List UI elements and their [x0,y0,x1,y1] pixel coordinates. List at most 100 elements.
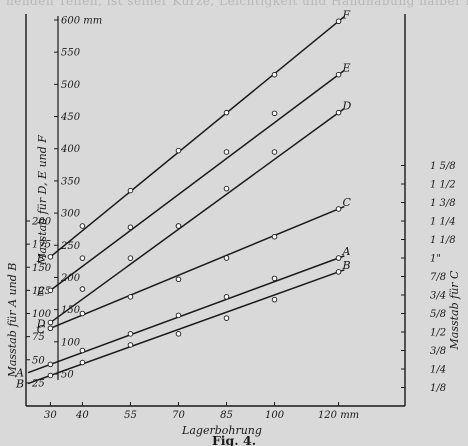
left-outer-tick-label: 25 [31,378,45,389]
left-inner-tick-label: 500 [61,80,81,91]
data-point-A [175,312,182,319]
series-label-C: C [37,323,46,336]
series-end-label-A: A [342,245,351,258]
right-tick-label: 5/8 [430,309,446,320]
series-label-F: F [36,252,45,265]
x-tick-label: 100 [265,410,285,421]
left-inner-tick-label: 600 mm [61,16,102,27]
data-point-B [271,296,278,303]
right-axis-title: Masstab für C [448,270,461,351]
data-point-C [271,233,278,240]
data-point-B [223,315,230,321]
right-tick-label: 1/4 [430,365,446,376]
data-point-A [79,347,86,354]
data-point-A [127,331,134,337]
x-tick-label: 30 [44,410,57,421]
right-tick-label: 3/4 [430,291,446,302]
right-tick-label: 1 1/8 [430,235,456,246]
series-end-label-F: F [342,8,351,21]
data-point-E [223,149,230,155]
series-line-D [48,107,345,325]
left-outer-tick-label: 125 [32,286,51,297]
x-tick-label: 55 [124,410,137,421]
left-outer-tick-label: 75 [32,332,45,343]
data-point-D [223,185,230,192]
left-inner-tick-label: 250 [60,241,81,252]
data-point-B [127,342,134,348]
x-tick-label: 70 [172,410,185,421]
series-line-C [48,205,345,330]
header-text: nenden Teilen, ist seiner Kürze, Leichti… [6,0,468,8]
left-inner-axis-title: Masstab für D, E und F [36,135,49,266]
data-point-A [47,361,54,368]
data-point-A [271,275,278,282]
series-label-A: A [15,367,24,380]
data-point-D [47,319,54,326]
x-tick-label: 40 [75,410,89,421]
data-point-D [271,149,278,155]
series-line-F [48,15,345,259]
series-line-B [27,269,345,385]
x-axis-title: Lagerbohrung [181,424,262,437]
data-point-B [79,359,86,366]
data-point-F [175,147,182,154]
left-outer-axis-title: Masstab für A und B [6,263,19,379]
data-point-C [47,325,54,332]
data-point-E [79,255,86,261]
right-tick-label: 1 1/4 [430,217,456,228]
series-end-label-C: C [343,196,352,209]
left-outer-tick-label: 50 [32,355,45,366]
data-point-E [127,224,134,231]
data-point-E [271,110,278,117]
data-point-F [79,223,86,229]
series-end-label-E: E [342,62,351,75]
data-point-C [335,206,342,212]
series-label-D: D [36,318,46,331]
x-tick-label: 85 [220,410,233,421]
left-inner-tick-label: 550 [61,48,81,59]
right-tick-label: 1" [430,254,441,265]
data-point-C [223,255,230,261]
data-point-B [47,372,54,379]
page-header-fragment: nenden Teilen, ist seiner Kürze, Leichti… [0,0,468,14]
data-point-C [127,294,134,300]
series-end-label-D: D [342,100,352,113]
right-tick-label: 1/8 [430,383,446,394]
data-point-D [79,286,86,292]
data-point-B [175,331,182,337]
left-outer-tick-label: 150 [32,263,52,274]
right-tick-label: 1 1/2 [430,180,456,191]
data-point-D [127,255,134,261]
right-tick-label: 3/8 [430,346,446,357]
data-point-B [335,269,342,275]
data-point-C [175,276,182,283]
series-end-label-B: B [342,259,351,272]
data-point-F [335,18,342,25]
data-point-C [79,310,86,317]
data-point-F [47,254,54,260]
right-tick-label: 1 3/8 [430,198,456,209]
series-label-B: B [15,378,24,391]
data-point-F [223,109,230,116]
series-label-E: E [36,286,45,299]
data-point-D [175,223,182,229]
left-inner-tick-label: 300 [61,209,81,220]
left-inner-tick-label: 100 [61,337,81,348]
data-point-D [335,109,342,116]
right-tick-label: 1/2 [430,328,446,339]
data-point-F [127,187,134,194]
right-tick-label: 1 5/8 [430,161,456,172]
left-inner-tick-label: 350 [61,176,81,187]
left-outer-tick-label: 100 [32,309,52,320]
right-tick-label: 7/8 [430,272,446,283]
left-inner-tick-label: 200 [60,273,81,284]
left-inner-tick-label: 400 [60,144,81,155]
x-tick-label: 120 mm [318,410,359,421]
data-point-E [335,71,342,78]
figure-caption: Fig. 4. [212,433,256,446]
left-outer-tick-label: 175 [32,240,51,251]
left-inner-tick-label: 150 [61,305,81,316]
left-outer-tick-label: 200 [31,217,52,228]
data-point-A [223,294,230,300]
